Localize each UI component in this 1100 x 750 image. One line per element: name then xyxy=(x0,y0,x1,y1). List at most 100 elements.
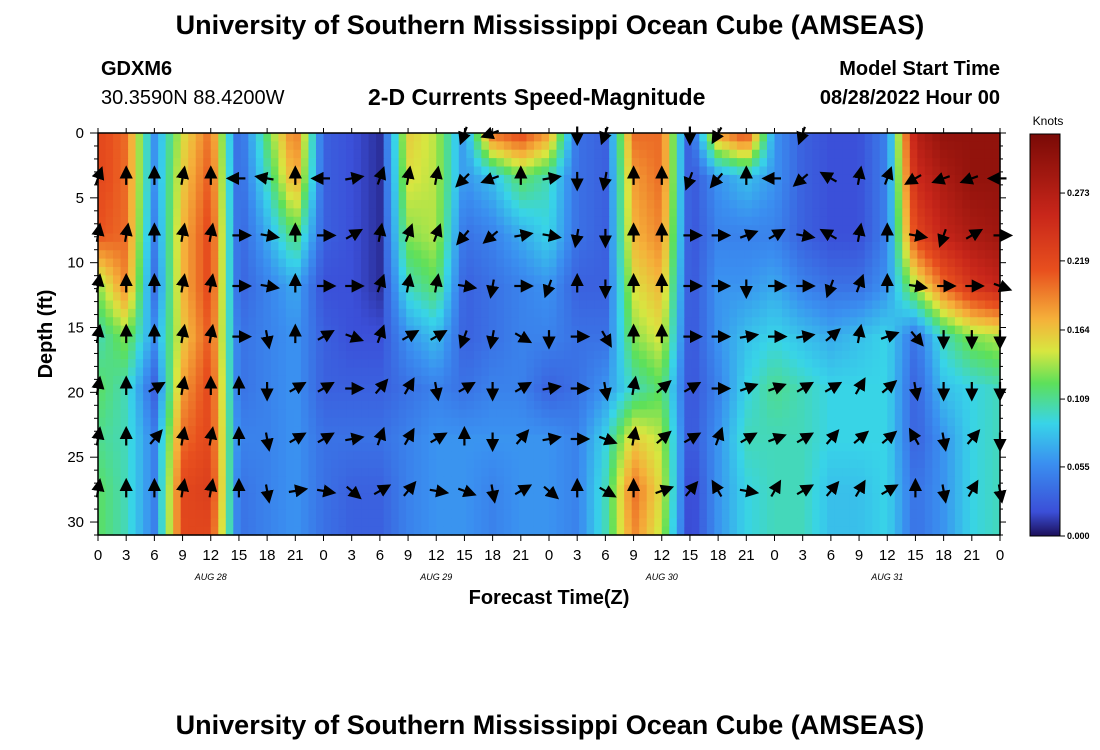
heat-cell xyxy=(398,208,407,218)
heat-cell xyxy=(646,342,655,352)
heat-cell xyxy=(180,476,189,486)
heat-cell xyxy=(218,292,227,302)
heat-cell xyxy=(338,375,347,385)
heat-cell xyxy=(481,417,490,427)
heat-cell xyxy=(398,233,407,243)
heat-cell xyxy=(827,216,836,226)
heat-cell xyxy=(969,468,979,477)
heat-cell xyxy=(210,375,219,385)
heat-cell xyxy=(849,158,858,168)
heat-cell xyxy=(180,442,189,452)
heat-cell xyxy=(646,241,655,251)
heat-cell xyxy=(443,258,452,268)
heat-cell xyxy=(691,191,700,201)
heat-cell xyxy=(774,468,783,477)
heat-cell xyxy=(714,250,723,260)
heat-cell xyxy=(812,300,821,310)
heat-cell xyxy=(300,409,310,419)
heat-cell xyxy=(361,317,370,327)
heat-cell xyxy=(503,166,513,176)
heat-cell xyxy=(346,367,355,377)
heat-cell xyxy=(391,442,400,452)
heat-cell xyxy=(308,158,317,168)
heat-cell xyxy=(240,158,249,168)
heat-cell xyxy=(947,233,956,243)
heat-cell xyxy=(774,308,783,318)
heat-cell xyxy=(706,133,715,142)
heat-cell xyxy=(902,359,911,369)
heat-cell xyxy=(699,292,708,302)
heat-cell xyxy=(421,442,430,452)
heat-cell xyxy=(857,342,866,352)
heat-cell xyxy=(436,451,445,461)
heat-cell xyxy=(511,149,520,159)
heat-cell xyxy=(398,417,407,427)
heat-cell xyxy=(180,459,189,469)
heat-cell xyxy=(376,417,385,427)
heat-cell xyxy=(158,267,167,276)
heat-cell xyxy=(947,258,956,268)
heat-cell xyxy=(368,300,377,310)
heat-cell xyxy=(113,292,122,302)
heat-cell xyxy=(857,267,866,276)
heat-cell xyxy=(323,250,332,260)
heat-cell xyxy=(669,359,678,369)
heat-cell xyxy=(917,359,926,369)
heat-cell xyxy=(887,258,896,268)
heat-cell xyxy=(323,342,332,352)
heat-cell xyxy=(541,166,550,176)
heat-cell xyxy=(188,434,197,444)
heat-cell xyxy=(834,216,843,226)
heat-cell xyxy=(812,183,821,193)
heat-cell xyxy=(661,359,670,369)
heat-cell xyxy=(451,451,460,461)
heat-cell xyxy=(353,208,362,218)
heat-cell xyxy=(443,174,452,184)
heat-cell xyxy=(188,241,197,251)
heat-cell xyxy=(646,292,655,302)
heat-cell xyxy=(526,300,535,310)
heat-cell xyxy=(759,417,768,427)
heat-cell xyxy=(466,292,475,302)
heat-cell xyxy=(526,133,535,142)
heat-cell xyxy=(924,158,933,168)
heat-cell xyxy=(631,350,640,360)
heat-cell xyxy=(428,426,437,436)
heat-cell xyxy=(549,459,558,469)
heat-cell xyxy=(654,300,663,310)
heat-cell xyxy=(849,267,858,276)
heat-cell xyxy=(255,241,264,251)
heat-cell xyxy=(150,459,159,469)
heat-cell xyxy=(706,233,715,243)
heat-cell xyxy=(173,149,182,159)
heat-cell xyxy=(804,325,813,335)
heat-cell xyxy=(270,459,279,469)
heat-cell xyxy=(346,459,355,469)
heat-cell xyxy=(158,158,167,168)
heat-cell xyxy=(533,149,543,159)
heat-cell xyxy=(654,317,663,327)
heat-cell xyxy=(278,426,287,436)
heat-cell xyxy=(669,334,678,343)
heat-cell xyxy=(533,208,543,218)
heat-cell xyxy=(827,392,836,402)
heat-cell xyxy=(225,317,234,327)
heat-cell xyxy=(210,334,219,343)
heat-cell xyxy=(639,317,648,327)
heat-cell xyxy=(917,233,926,243)
heat-cell xyxy=(413,174,422,184)
heat-cell xyxy=(105,216,114,226)
heat-cell xyxy=(654,133,663,142)
heat-cell xyxy=(210,216,219,226)
heat-cell xyxy=(188,158,197,168)
heat-cell xyxy=(361,158,370,168)
heat-cell xyxy=(270,267,279,276)
heat-cell xyxy=(188,325,197,335)
heat-cell xyxy=(797,350,806,360)
heat-cell xyxy=(984,216,994,226)
heat-cell xyxy=(759,216,768,226)
heat-cell xyxy=(646,375,655,385)
heat-cell xyxy=(105,133,114,142)
heat-cell xyxy=(887,442,896,452)
